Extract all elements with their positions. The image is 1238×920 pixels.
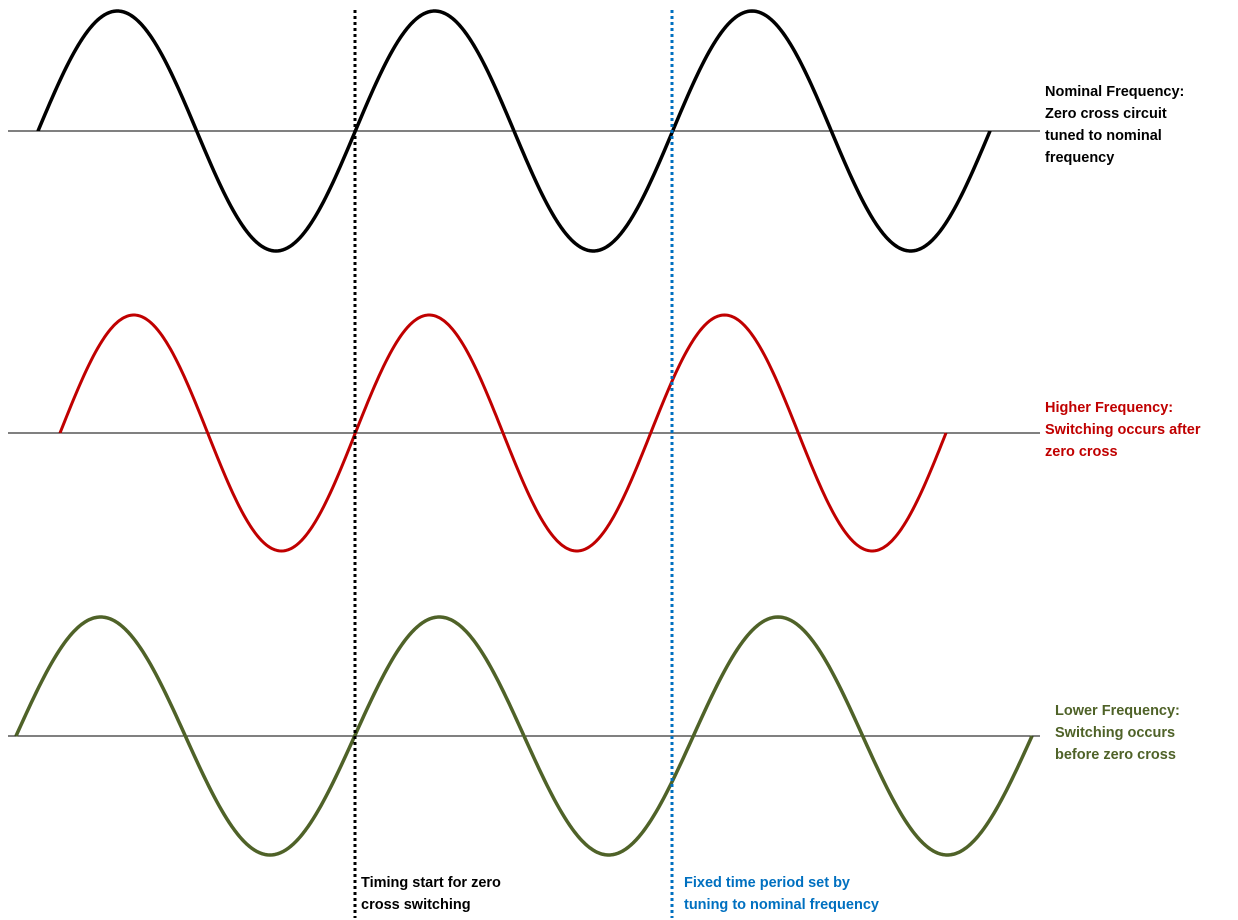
nominal-frequency-wave [36,9,992,253]
lower-label-line-2: Switching occurs [1055,725,1176,741]
lower-label-line-3: before zero cross [1055,747,1176,763]
nominal-frequency-label: Nominal Frequency: Zero cross circuit tu… [1045,81,1184,169]
fixed-period-label: Fixed time period set by tuning to nomin… [684,872,879,916]
nominal-label-line-1: Nominal Frequency: [1045,84,1185,100]
timing-label-line-1: Timing start for zero [361,875,501,891]
higher-label-line-3: zero cross [1045,444,1118,460]
nominal-label-line-4: frequency [1045,150,1115,166]
fixed-period-label-line-2: tuning to nominal frequency [684,897,879,913]
lower-label-line-1: Lower Frequency: [1055,703,1180,719]
higher-frequency-wave [58,313,948,553]
higher-label-line-2: Switching occurs after [1045,422,1201,438]
higher-label-line-1: Higher Frequency: [1045,400,1174,416]
nominal-label-line-3: tuned to nominal [1045,128,1162,144]
lower-frequency-label: Lower Frequency: Switching occurs before… [1055,700,1180,766]
nominal-label-line-2: Zero cross circuit [1045,106,1167,122]
higher-frequency-label: Higher Frequency: Switching occurs after… [1045,397,1201,463]
timing-label-line-2: cross switching [361,897,471,913]
fixed-period-label-line-1: Fixed time period set by [684,875,850,891]
lower-frequency-wave [14,615,1034,857]
timing-start-label: Timing start for zero cross switching [361,872,501,916]
